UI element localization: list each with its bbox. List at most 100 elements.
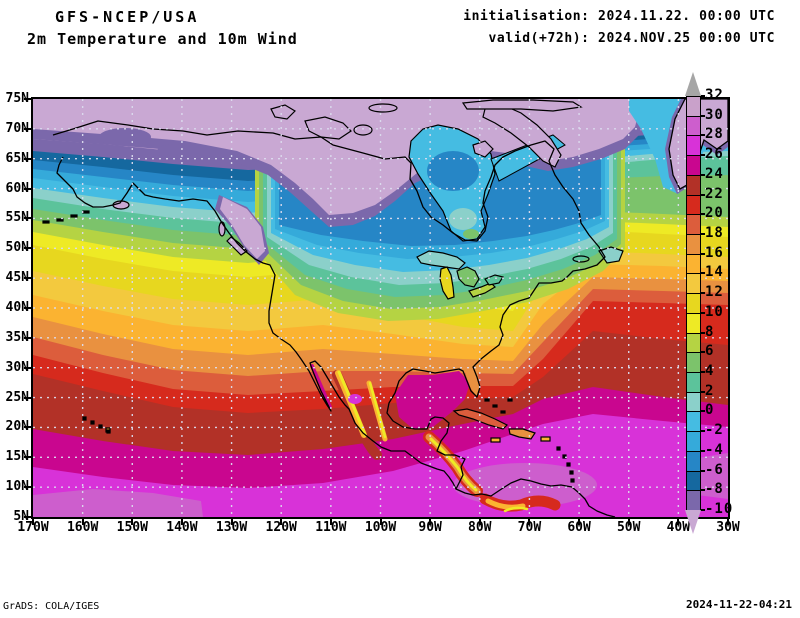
lon-tick-label: 70W [517,520,542,535]
lon-tick-label: 50W [616,520,641,535]
lat-tick [24,307,31,309]
colorbar-cell [686,214,701,235]
lat-tick-label: 60N [5,180,29,196]
colorbar-cell [686,450,701,472]
yukon-purple-patch [157,144,193,158]
colorbar-cell [686,234,701,255]
valid-time: valid(+72h): 2024.NOV.25 00:00 UTC [488,31,775,46]
hawaii-speck [82,416,87,421]
aleutian-speck [70,214,78,218]
colorbar-tick [701,311,705,314]
melville-island [368,103,398,113]
lat-tick-label: 75N [5,91,29,106]
colorbar-tick-label: 14 [705,264,724,281]
colorbar-cell [686,273,701,295]
colorbar-cell [686,96,701,117]
bahamas-speck [500,410,506,414]
colorbar-cell [686,253,701,275]
lat-tick [24,486,31,489]
lon-tick [528,519,531,525]
aleutian-speck [56,218,64,222]
lat-tick [24,187,31,190]
lat-tick-label: 65N [5,150,29,166]
lat-tick [24,98,31,100]
hawaii-speck [90,420,95,425]
lat-tick-label: 50N [5,240,29,256]
colorbar-tick-label: -2 [705,422,724,439]
ellesmere-devon [461,99,583,112]
colorbar-tick-label: 28 [705,126,724,143]
gulf-of-mexico-warm [395,371,470,429]
lat-tick [24,396,31,399]
colorbar-cell [686,135,701,157]
lake-superior [416,250,466,270]
variable-title: 2m Temperature and 10m Wind [27,30,298,48]
central-america-yellow [429,437,478,492]
lon-tick [230,519,233,525]
colorbar-cell [686,332,701,354]
hudson-bay-cold-patch [427,151,479,191]
coast-main [52,120,616,518]
bahamas-speck [484,398,490,402]
baffin-island [482,104,562,168]
colorbar-tick [701,430,705,433]
colorbar-cell [686,431,701,452]
lon-tick [727,519,729,525]
colorbar-cell [686,174,701,196]
lat-tick-label: 45N [5,270,29,286]
aleutian-speck [42,220,50,224]
colorbar-cell [686,372,701,393]
colorbar-tick [701,134,705,137]
andes-yellow [503,506,529,513]
sierra-madre-east-yellow [368,381,387,439]
southampton-island [472,140,494,158]
lon-tick [280,519,283,525]
lon-tick-label: 110W [315,520,347,535]
colorbar-cell [686,391,701,413]
lon-tick [379,519,382,525]
lon-tick [131,519,134,525]
lon-tick-label: 80W [468,520,492,535]
lon-tick-label: 30W [716,520,740,535]
colorbar-tick [701,449,705,452]
lat-tick-label: 10N [5,479,29,495]
banks-island [270,104,296,120]
colorbar-tick-label: 32 [705,87,724,103]
lon-tick [627,519,630,525]
lat-tick [24,247,31,250]
lon-tick-label: 160W [66,520,99,535]
warm-features [310,364,561,513]
lat-tick [24,157,31,160]
colorbar-tick [701,331,705,334]
lon-tick-label: 120W [265,520,297,535]
lon-tick [180,519,183,525]
antilles-speck [566,462,571,467]
lon-tick [677,519,680,525]
colorbar-tick-label: 24 [705,165,724,182]
lon-tick-label: 140W [166,520,198,535]
lon-tick-label: 170W [17,520,49,535]
lon-tick [329,519,332,525]
colorbar-cell [686,155,701,176]
colorbar-tick-label: -8 [705,481,724,498]
lat-tick [24,366,31,369]
colorbar-cell [686,470,701,492]
colorbar-tick-label: 0 [705,402,715,419]
lat-tick-label: 20N [5,419,29,435]
colorbar-below-min-arrow [685,510,701,534]
hawaii-speck [98,424,103,429]
colorbar-tick [701,173,705,176]
colorbar-tick [701,154,705,157]
colorbar-tick [701,469,705,472]
map-canvas [33,98,729,525]
colorbar-tick-label: 4 [705,363,715,379]
king-william-island [353,124,373,136]
colorbar-cell [686,312,701,334]
colorbar-tick-label: 16 [705,244,724,261]
colorbar-tick-label: -4 [705,441,724,458]
lat-tick-label: 25N [5,389,29,405]
colorbar-tick [701,351,705,354]
hawaii-speck [106,429,111,434]
lat-tick [24,426,31,429]
bahamas-speck [492,404,498,408]
